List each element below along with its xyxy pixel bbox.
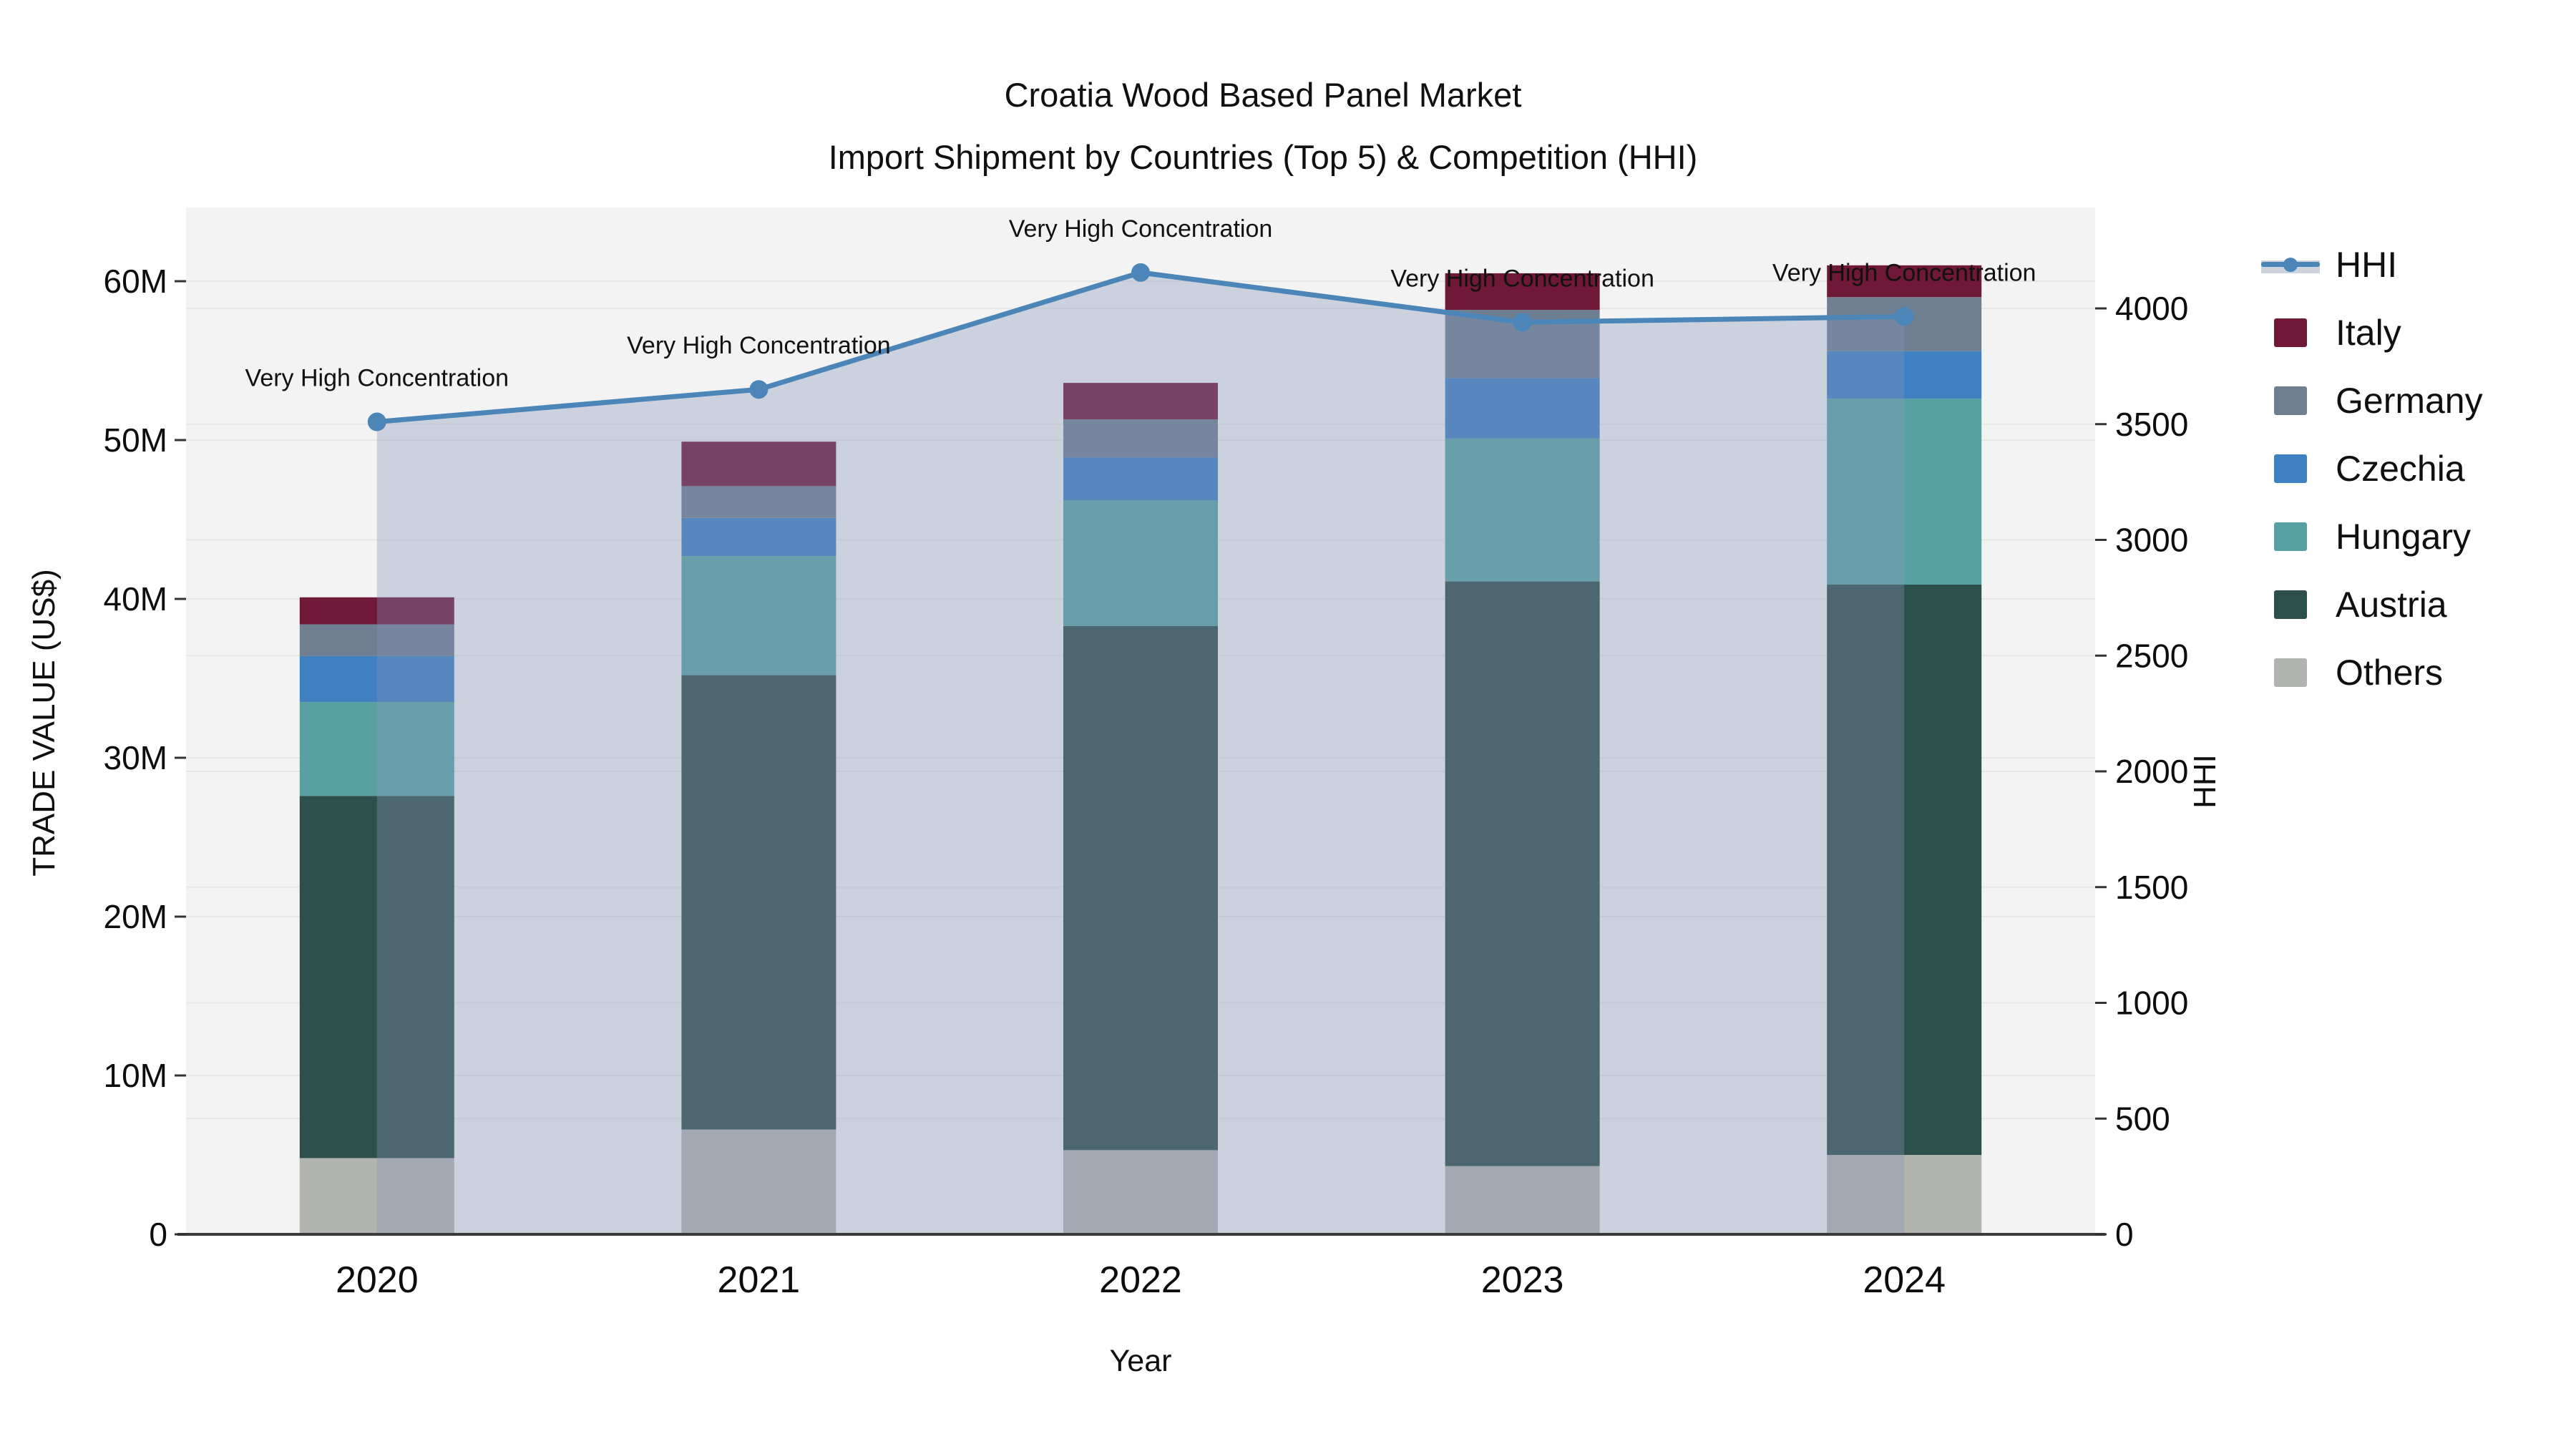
x-tick-label-2024: 2024 xyxy=(1863,1259,1946,1301)
bar-segment-austria-2020[interactable] xyxy=(299,796,454,1158)
annotation-2020: Very High Concentration xyxy=(245,365,509,392)
right-tick-label: 2500 xyxy=(2115,637,2188,674)
bar-segment-italy-2022[interactable] xyxy=(1063,383,1218,420)
annotation-2022: Very High Concentration xyxy=(1009,215,1273,243)
x-tick-label-2022: 2022 xyxy=(1099,1259,1182,1301)
bar-segment-germany-2022[interactable] xyxy=(1063,419,1218,458)
bar-segment-germany-2021[interactable] xyxy=(681,486,836,518)
bar-segment-hungary-2024[interactable] xyxy=(1827,399,1982,585)
left-tick-label: 50M xyxy=(104,421,167,459)
legend-label: Germany xyxy=(2336,380,2483,421)
bar-segment-hungary-2023[interactable] xyxy=(1445,438,1600,582)
hhi-point-2023[interactable] xyxy=(1513,313,1532,332)
bar-segment-others-2020[interactable] xyxy=(299,1158,454,1234)
legend-label: Czechia xyxy=(2336,448,2465,489)
legend-swatch-icon xyxy=(2274,386,2307,415)
chart-title: Croatia Wood Based Panel Market xyxy=(1004,76,1522,114)
bar-segment-hungary-2022[interactable] xyxy=(1063,500,1218,626)
left-tick-label: 0 xyxy=(149,1216,167,1253)
legend-item-austria[interactable]: Austria xyxy=(2261,570,2483,638)
left-axis-title: TRADE VALUE (US$) xyxy=(26,569,62,877)
legend-item-others[interactable]: Others xyxy=(2261,638,2483,706)
legend-label: Italy xyxy=(2336,312,2401,353)
right-tick-label: 3500 xyxy=(2115,406,2188,443)
bar-segment-austria-2023[interactable] xyxy=(1445,581,1600,1166)
legend-swatch-icon xyxy=(2274,318,2307,347)
hhi-point-2021[interactable] xyxy=(749,380,769,399)
legend-item-hungary[interactable]: Hungary xyxy=(2261,502,2483,570)
bar-segment-czechia-2024[interactable] xyxy=(1827,351,1982,399)
hhi-line-icon xyxy=(2261,250,2320,279)
legend-label: Austria xyxy=(2336,584,2447,625)
bar-segment-czechia-2022[interactable] xyxy=(1063,457,1218,501)
bar-segment-hungary-2021[interactable] xyxy=(681,556,836,675)
legend-label: Hungary xyxy=(2336,516,2471,557)
bar-segment-italy-2024[interactable] xyxy=(1827,265,1982,298)
bar-segment-czechia-2023[interactable] xyxy=(1445,378,1600,439)
right-tick-label: 500 xyxy=(2115,1100,2170,1137)
bar-segment-austria-2022[interactable] xyxy=(1063,625,1218,1151)
legend-label: HHI xyxy=(2336,244,2398,285)
bar-segment-czechia-2021[interactable] xyxy=(681,517,836,557)
bar-segment-italy-2023[interactable] xyxy=(1445,273,1600,310)
annotation-2024: Very High Concentration xyxy=(1772,259,2036,286)
hhi-point-2022[interactable] xyxy=(1131,263,1150,282)
legend-swatch-icon xyxy=(2274,454,2307,483)
bar-segment-others-2022[interactable] xyxy=(1063,1150,1218,1234)
legend-swatch-icon xyxy=(2274,522,2307,551)
right-tick-label: 0 xyxy=(2115,1216,2134,1253)
legend: HHI Italy Germany Czechia Hungary Austria Othe… xyxy=(2261,230,2483,706)
legend-item-italy[interactable]: Italy xyxy=(2261,298,2483,366)
legend-swatch-icon xyxy=(2274,658,2307,687)
bar-segment-others-2021[interactable] xyxy=(681,1129,836,1234)
legend-item-germany[interactable]: Germany xyxy=(2261,366,2483,434)
x-tick-label-2023: 2023 xyxy=(1481,1259,1564,1301)
bar-segment-germany-2020[interactable] xyxy=(299,624,454,656)
left-tick-label: 20M xyxy=(104,898,167,935)
legend-item-hhi[interactable]: HHI xyxy=(2261,230,2483,298)
legend-swatch-icon xyxy=(2274,590,2307,619)
left-tick-label: 40M xyxy=(104,580,167,618)
bar-segment-italy-2021[interactable] xyxy=(681,441,836,487)
bar-segment-austria-2021[interactable] xyxy=(681,675,836,1130)
bar-segment-hungary-2020[interactable] xyxy=(299,702,454,796)
hhi-point-2020[interactable] xyxy=(367,412,386,431)
bar-segment-austria-2024[interactable] xyxy=(1827,585,1982,1155)
x-tick-label-2021: 2021 xyxy=(718,1259,801,1301)
right-axis-title: HHI xyxy=(2187,754,2223,809)
legend-item-czechia[interactable]: Czechia xyxy=(2261,434,2483,502)
right-tick-label: 4000 xyxy=(2115,290,2188,327)
chart-subtitle: Import Shipment by Countries (Top 5) & C… xyxy=(828,138,1698,176)
bar-segment-others-2023[interactable] xyxy=(1445,1166,1600,1234)
right-tick-label: 3000 xyxy=(2115,522,2188,559)
hhi-point-2024[interactable] xyxy=(1895,307,1914,326)
annotation-2021: Very High Concentration xyxy=(627,332,891,359)
bar-segment-italy-2020[interactable] xyxy=(299,597,454,625)
left-tick-label: 10M xyxy=(104,1057,167,1094)
hhi-area-fill xyxy=(376,272,1905,1234)
left-tick-label: 30M xyxy=(104,739,167,776)
left-tick-label: 60M xyxy=(104,263,167,300)
legend-label: Others xyxy=(2336,652,2444,693)
annotation-2023: Very High Concentration xyxy=(1390,265,1654,292)
right-tick-label: 2000 xyxy=(2115,753,2188,790)
right-tick-label: 1500 xyxy=(2115,869,2188,906)
right-tick-label: 1000 xyxy=(2115,985,2188,1022)
x-tick-label-2020: 2020 xyxy=(336,1259,419,1301)
x-axis-title: Year xyxy=(1109,1344,1172,1378)
bar-segment-czechia-2020[interactable] xyxy=(299,655,454,703)
bar-segment-others-2024[interactable] xyxy=(1827,1155,1982,1234)
